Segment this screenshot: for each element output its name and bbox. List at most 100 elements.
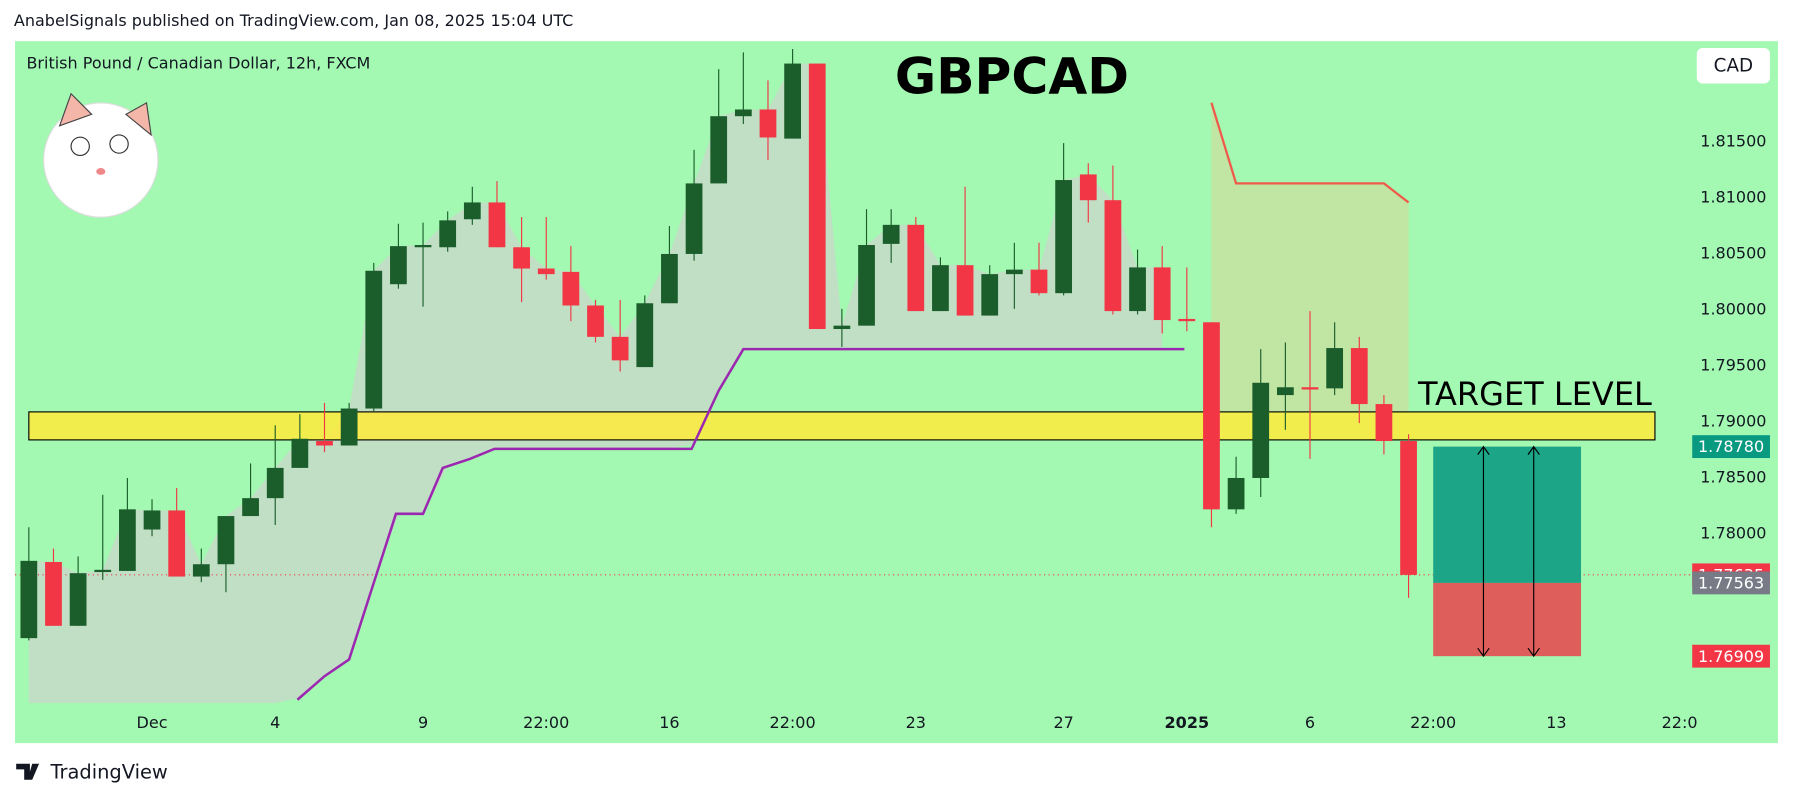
candle-body xyxy=(1276,387,1294,396)
target-zone xyxy=(28,411,1656,441)
x-tick-label: 22:00 xyxy=(523,713,569,732)
position-profit xyxy=(1433,446,1582,583)
candle-body xyxy=(808,63,826,330)
price-label: 1.78780 xyxy=(1698,437,1764,456)
price-label: 1.76909 xyxy=(1698,647,1764,666)
position-loss xyxy=(1433,582,1582,657)
candle-body xyxy=(734,109,752,117)
zone-label: TARGET LEVEL xyxy=(1417,375,1652,413)
y-tick-label: 1.81000 xyxy=(1700,187,1766,206)
x-tick-label: 22:00 xyxy=(770,713,816,732)
candle-body xyxy=(390,246,407,285)
y-tick-label: 1.81500 xyxy=(1700,131,1766,150)
x-tick-label: 23 xyxy=(906,713,926,732)
candle-body xyxy=(1400,441,1417,575)
currency-label[interactable]: CAD xyxy=(1714,55,1753,76)
position-arrow xyxy=(1477,445,1490,658)
candle-body xyxy=(1326,348,1344,389)
candle-body xyxy=(1079,174,1097,201)
candle-body xyxy=(45,561,62,626)
candle-body xyxy=(94,569,112,573)
candle-body xyxy=(143,510,161,530)
candle-body xyxy=(1178,318,1196,322)
candle-body xyxy=(932,265,949,312)
x-tick-label: 2025 xyxy=(1165,713,1210,732)
x-tick-label: 9 xyxy=(418,713,428,732)
candle-body xyxy=(316,441,333,446)
candle-body xyxy=(463,202,481,220)
candle-body xyxy=(168,510,186,577)
candle-body xyxy=(365,270,383,409)
candle-body xyxy=(710,116,728,184)
x-tick-label: 22:00 xyxy=(1410,713,1456,732)
candle-body xyxy=(685,183,703,254)
candle-body xyxy=(1375,404,1393,442)
candle-body xyxy=(192,564,210,577)
chart-title: GBPCAD xyxy=(895,47,1129,106)
candle-body xyxy=(636,303,654,368)
candle-body xyxy=(20,560,38,639)
candle-body xyxy=(1153,267,1171,321)
x-tick-label: 6 xyxy=(1305,713,1315,732)
price-label: 1.77563 xyxy=(1698,574,1764,593)
candle-body xyxy=(882,224,900,244)
price-label-box xyxy=(1692,644,1770,668)
candle-body xyxy=(956,265,974,316)
resistance-line xyxy=(1210,102,1410,204)
y-tick-label: 1.78500 xyxy=(1700,467,1766,486)
candle-body xyxy=(661,253,678,304)
candle-body xyxy=(1350,348,1368,405)
candle-body xyxy=(562,271,580,306)
x-tick-label: Dec xyxy=(137,713,168,732)
resistance-fill xyxy=(1211,102,1409,412)
candle-body xyxy=(1203,322,1220,510)
y-tick-label: 1.79500 xyxy=(1700,355,1766,374)
candle-body xyxy=(907,224,925,312)
candle-body xyxy=(69,573,87,626)
candle-body xyxy=(439,220,457,248)
candle-body xyxy=(242,498,259,517)
candle-body xyxy=(340,408,358,446)
candle-body xyxy=(833,325,851,330)
x-tick-label: 13 xyxy=(1546,713,1566,732)
candle-body xyxy=(858,245,875,326)
y-tick-label: 1.80000 xyxy=(1700,299,1766,318)
publish-header: AnabelSignals published on TradingView.c… xyxy=(14,11,573,30)
cat-sticker xyxy=(43,92,159,218)
candle-body xyxy=(1227,477,1245,510)
candle-body xyxy=(1104,200,1122,312)
candle-body xyxy=(119,509,136,571)
x-tick-label: 4 xyxy=(270,713,280,732)
indicator-line xyxy=(296,347,1185,701)
candle-body xyxy=(291,438,309,468)
candle-body xyxy=(1129,267,1146,312)
candle-body xyxy=(784,63,801,139)
candle-body xyxy=(513,247,530,269)
candle-body xyxy=(759,109,777,138)
position-arrow xyxy=(1527,445,1540,658)
candle-body xyxy=(1030,269,1048,294)
candle-body xyxy=(1005,269,1023,275)
candle-body xyxy=(1301,387,1319,390)
candle-body xyxy=(587,305,604,337)
x-tick-label: 22:0 xyxy=(1662,713,1698,732)
candle-body xyxy=(217,516,235,565)
price-label-box xyxy=(1692,435,1770,459)
candle-body xyxy=(488,202,506,248)
currency-box[interactable] xyxy=(1696,48,1770,84)
candle-body xyxy=(266,467,284,499)
indicator-fill xyxy=(28,63,1163,704)
plot: TARGET LEVEL 1.81500 1.81000 1.80500 1.80000… xyxy=(15,48,1770,732)
x-tick-label: 16 xyxy=(659,713,679,732)
candle-body xyxy=(1055,180,1073,294)
candle-body xyxy=(1252,382,1270,478)
y-tick-label: 1.79000 xyxy=(1700,411,1766,430)
tradingview-logo xyxy=(16,763,40,780)
footer-brand: TradingView xyxy=(49,760,167,783)
candle-body xyxy=(981,274,999,316)
candle-body xyxy=(414,245,432,248)
candle-body xyxy=(537,268,555,275)
price-label-box xyxy=(1692,571,1770,595)
y-tick-label: 1.80500 xyxy=(1700,243,1766,262)
